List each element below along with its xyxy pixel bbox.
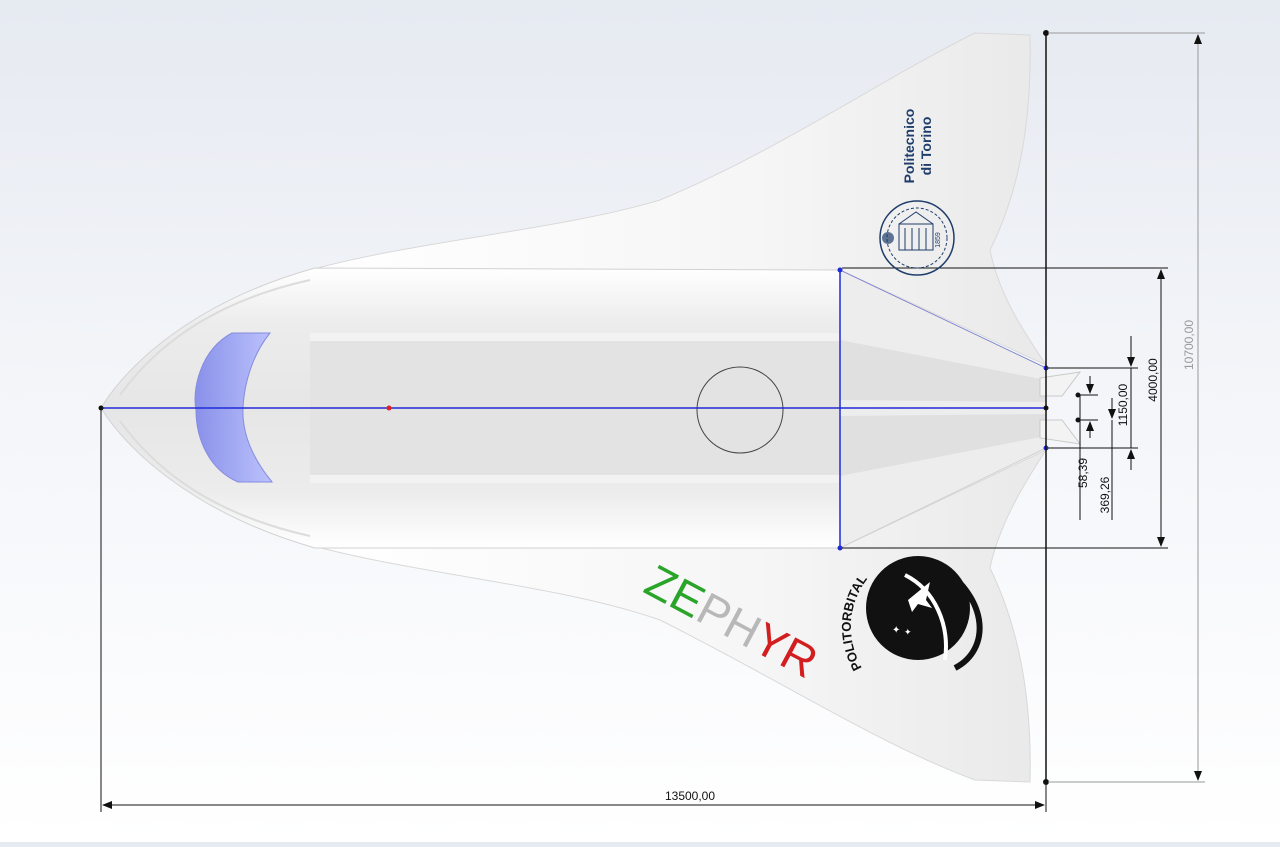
tail-ref-point-top[interactable] xyxy=(1043,30,1049,36)
airframe xyxy=(100,32,1082,783)
dimension-offset-medium[interactable] xyxy=(1079,395,1116,520)
sketch-geometry[interactable] xyxy=(98,267,1049,551)
polito-name-line1: Politecnico xyxy=(901,109,917,184)
aft-upper-fairing xyxy=(840,340,1046,402)
sketch-point-body-top[interactable] xyxy=(837,267,843,273)
sketch-point-nose[interactable] xyxy=(98,405,104,411)
politorbital-disc xyxy=(866,556,970,660)
dimension-body-width-label[interactable]: 4000,00 xyxy=(1146,358,1160,402)
dimension-offset-small[interactable] xyxy=(1075,376,1098,438)
nose-ridge-upper xyxy=(119,279,311,396)
tail-ref-point-bottom[interactable] xyxy=(1043,779,1049,785)
aft-lower-fairing xyxy=(840,414,1046,476)
dimension-length[interactable] xyxy=(100,410,1047,812)
nose-ridge-lower xyxy=(119,420,311,537)
polito-year: 1859 xyxy=(935,232,942,248)
upper-wing xyxy=(309,32,1048,367)
star-icon-1: ✦ xyxy=(892,625,900,636)
dimension-offset-small-label[interactable]: 58,39 xyxy=(1076,458,1090,488)
nozzle-upper xyxy=(1039,371,1082,397)
spine-highlight-bottom xyxy=(310,475,840,483)
lower-wing xyxy=(309,448,1048,783)
shuttle-icon xyxy=(908,582,932,612)
dimension-offset-medium-label[interactable]: 369,26 xyxy=(1098,476,1112,513)
dimension-span[interactable] xyxy=(1048,32,1205,783)
dimension-span-label[interactable]: 10700,00 xyxy=(1182,320,1196,370)
sketch-point-origin[interactable] xyxy=(386,405,392,411)
polito-logo: Politecnico di Torino 1859 xyxy=(879,109,955,276)
star-icon-2: ✦ xyxy=(904,627,912,637)
polito-name-line2: di Torino xyxy=(918,117,934,176)
dimension-nozzle-gap[interactable] xyxy=(1048,336,1138,470)
spine-highlight-top xyxy=(310,333,840,341)
politorbital-arc xyxy=(904,573,948,661)
dimension-length-label[interactable]: 13500,00 xyxy=(665,789,715,803)
aft-upper-edge[interactable] xyxy=(839,269,1047,369)
dimension-nozzle-gap-label[interactable]: 1150,00 xyxy=(1116,383,1130,426)
sketch-point-body-bottom[interactable] xyxy=(837,545,843,551)
politorbital-ring xyxy=(938,563,983,671)
polito-seal: 1859 xyxy=(879,200,955,276)
docking-port xyxy=(696,366,784,454)
